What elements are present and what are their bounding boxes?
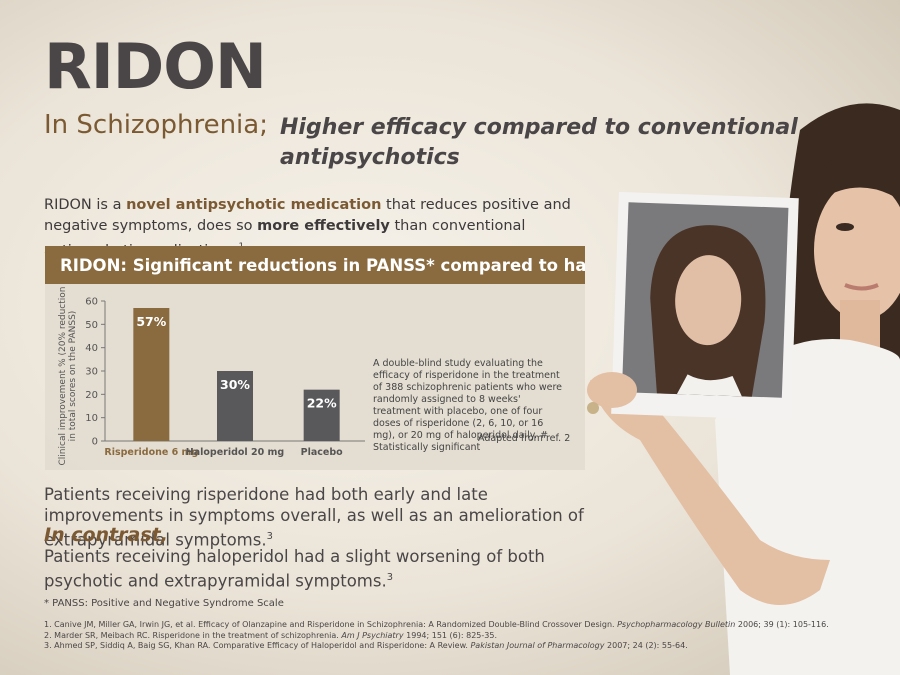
y-tick-label: 60 xyxy=(85,297,98,308)
text: 1994; 151 (6): 825-35. xyxy=(403,630,497,640)
ref-mark: 3 xyxy=(386,572,393,583)
subtitle: In Schizophrenia; xyxy=(44,110,268,140)
journal: Pakistan Journal of Pharmacology xyxy=(470,641,605,650)
value-label: 57% xyxy=(136,314,166,329)
contrast: Patients receiving haloperidol had a sli… xyxy=(44,546,604,592)
y-tick-label: 0 xyxy=(92,437,98,448)
text: 2007; 24 (2): 55-64. xyxy=(604,641,688,650)
chart-title: RIDON: Significant reductions in PANSS* … xyxy=(60,256,585,275)
bar xyxy=(303,389,340,441)
text: that reduces positive and negative sympt… xyxy=(44,197,571,234)
y-axis-label: in total scores on the PANSS) xyxy=(68,311,78,442)
y-tick-label: 20 xyxy=(85,390,98,401)
x-tick-label: Haloperidol 20 mg xyxy=(186,447,284,458)
text: Patients receiving risperidone had both … xyxy=(44,485,584,550)
abbreviation: * PANSS: Positive and Negative Syndrome … xyxy=(44,598,284,609)
y-tick-label: 30 xyxy=(85,367,98,378)
emphasis: novel antipsychotic medication xyxy=(126,197,382,213)
x-tick-label: Placebo xyxy=(301,447,344,458)
y-tick-label: 50 xyxy=(85,320,98,331)
bar xyxy=(133,308,170,441)
chart: RIDON: Significant reductions in PANSS* … xyxy=(45,246,585,470)
text: 2. Marder SR, Meibach RC. Risperidone in… xyxy=(44,630,342,640)
text: RIDON is a xyxy=(44,197,127,213)
reference: 1. Canive JM, Miller GA, Irwin JG, et al… xyxy=(44,620,829,631)
text: 2006; 39 (1): 105-116. xyxy=(735,620,829,629)
y-tick-label: 10 xyxy=(85,413,98,424)
chart-note: A double-blind study evaluating the effi… xyxy=(373,358,563,453)
ref-mark: 3 xyxy=(266,531,273,542)
journal: Am J Psychiatry xyxy=(341,630,404,640)
reference: 3. Ahmed SP, Siddiq A, Baig SG, Khan RA.… xyxy=(44,641,829,652)
text: 1. Canive JM, Miller GA, Irwin JG, et al… xyxy=(44,620,618,629)
y-tick-label: 40 xyxy=(85,343,98,354)
title: RIDON xyxy=(44,30,267,103)
bar xyxy=(217,371,253,441)
text: 3. Ahmed SP, Siddiq A, Baig SG, Khan RA.… xyxy=(44,641,471,650)
emphasis: more effectively xyxy=(257,218,390,234)
references: 1. Canive JM, Miller GA, Irwin JG, et al… xyxy=(44,620,829,652)
value-label: 22% xyxy=(307,396,337,411)
value-label: 30% xyxy=(220,377,250,392)
journal: Psychopharmacology Bulletin xyxy=(617,620,736,629)
tagline: Higher efficacy compared to conventional… xyxy=(280,113,798,173)
tagline-line: antipsychotics xyxy=(280,145,460,170)
chart-source: Adapted from ref. 2 xyxy=(478,433,571,444)
contrast-heading: In contrast, xyxy=(44,524,168,546)
text: Patients receiving haloperidol had a sli… xyxy=(44,547,545,591)
x-tick-label: Risperidone 6 mg xyxy=(104,447,198,458)
chart-header xyxy=(45,246,585,284)
reference: 2. Marder SR, Meibach RC. Risperidone in… xyxy=(44,631,829,642)
y-axis-label: Clinical improvement % (20% reduction xyxy=(58,287,68,466)
results: Patients receiving risperidone had both … xyxy=(44,484,604,551)
tagline-line: Higher efficacy compared to conventional xyxy=(280,115,798,140)
